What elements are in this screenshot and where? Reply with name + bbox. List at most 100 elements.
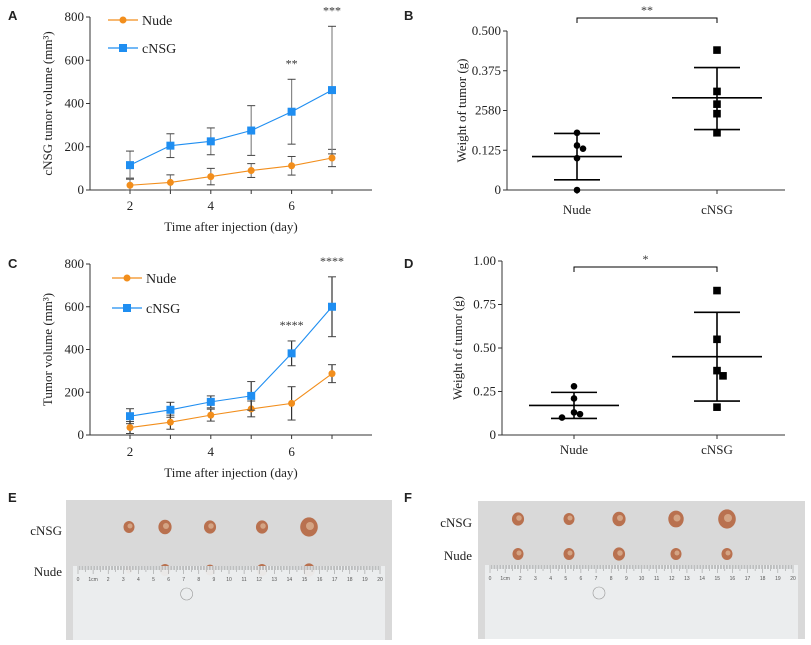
data-point-cnsg	[328, 302, 336, 311]
tumor-highlight	[516, 550, 522, 556]
panel-letter: B	[404, 8, 413, 23]
x-tick-label: 2	[127, 198, 134, 213]
row-label-cnsg: cNSG	[440, 515, 472, 530]
data-point-nude	[576, 410, 584, 418]
y-tick-label: 400	[65, 96, 85, 111]
ruler-number: 1cm	[500, 576, 509, 582]
ruler-number: 11	[241, 577, 246, 583]
data-point-nude	[207, 411, 215, 419]
y-tick-label: 0.50	[473, 340, 496, 355]
y-tick-label: 0	[490, 427, 497, 442]
ruler-number: 16	[317, 577, 323, 583]
x-tick-label: Nude	[560, 442, 588, 457]
tumor-highlight	[724, 514, 732, 522]
ruler-number: 9	[213, 577, 216, 583]
ruler-number: 0	[77, 577, 80, 583]
ruler-number: 8	[610, 576, 613, 582]
photo-E: cNSG Nude 0 1cm 2 3 4 5 6 7 8 9 10 11 12 13 14 15 16 17 18 19…	[30, 500, 392, 640]
ruler-number: 1cm	[88, 577, 97, 583]
ruler-number: 17	[332, 577, 338, 583]
ruler-number: 15	[714, 576, 720, 582]
ruler-number: 12	[669, 576, 675, 582]
ruler-number: 16	[730, 576, 736, 582]
ruler-number: 19	[775, 576, 781, 582]
tumor-highlight	[260, 523, 266, 529]
y-axis-label: cNSG tumor volume (mm³)	[40, 31, 55, 175]
ruler-number: 20	[377, 577, 383, 583]
ruler-logo	[592, 586, 606, 600]
legend-label: Nude	[146, 272, 176, 287]
y-tick-label: 2580	[475, 103, 501, 118]
ruler-number: 6	[580, 576, 583, 582]
ruler-number: 12	[256, 577, 262, 583]
ruler-number: 10	[639, 576, 645, 582]
y-tick-label: 0	[78, 427, 85, 442]
data-point-cnsg	[713, 100, 721, 108]
data-point-nude	[166, 178, 174, 186]
data-point-nude	[570, 395, 578, 402]
ruler-number: 8	[197, 577, 200, 583]
data-point-nude	[126, 181, 134, 189]
row-label-nude: Nude	[444, 548, 472, 563]
photo-F: cNSG Nude 0 1cm 2 3 4 5 6 7 8 9 10 11 12 13 14 15 16 17 18 19…	[440, 501, 805, 639]
y-tick-label: 200	[65, 139, 85, 154]
ruler-logo	[180, 587, 193, 601]
ruler-number: 17	[745, 576, 751, 582]
significance-label: ****	[320, 254, 344, 268]
series-line-nude	[129, 157, 333, 186]
ruler	[485, 565, 798, 639]
legend-label: cNSG	[142, 42, 176, 57]
y-tick-label: 0.25	[473, 384, 496, 399]
data-point-cnsg	[713, 286, 721, 295]
y-tick-label: 0.375	[472, 63, 501, 78]
x-tick-label: 4	[208, 198, 215, 213]
data-point-cnsg	[247, 126, 256, 135]
data-point-nude	[558, 414, 566, 421]
x-tick-label: Nude	[563, 202, 591, 217]
chart-D: 0 0.25 0.50 0.75 1.00 Weight of tumor (g) Nude…	[450, 252, 785, 457]
y-tick-label: 0.500	[472, 23, 501, 38]
legend-marker	[123, 274, 131, 282]
x-tick-label: 2	[127, 444, 134, 459]
data-point-nude	[570, 409, 578, 416]
legend-label: Nude	[142, 14, 172, 29]
tumor-highlight	[127, 523, 133, 529]
panel-letter: C	[8, 256, 18, 271]
data-point-nude	[166, 418, 174, 426]
ruler-number: 18	[347, 577, 353, 583]
data-point-cnsg	[713, 128, 721, 137]
chart-B: 0 0.125 2580 0.375 0.500 Weight of tumor (g) N…	[454, 3, 785, 217]
legend-marker	[119, 16, 127, 24]
data-point-cnsg	[713, 46, 721, 54]
data-point-cnsg	[287, 107, 296, 116]
significance-label: *	[643, 252, 649, 266]
ruler-number: 3	[534, 576, 537, 582]
row-label-cnsg: cNSG	[30, 523, 62, 538]
tumor-highlight	[163, 523, 169, 529]
row-label-nude: Nude	[34, 564, 62, 579]
ruler-number: 10	[226, 577, 232, 583]
x-axis-label: Time after injection (day)	[164, 465, 297, 480]
significance-label: ****	[280, 318, 304, 332]
y-tick-label: 400	[65, 342, 85, 357]
ruler-number: 3	[122, 577, 125, 583]
x-tick-label: 6	[288, 198, 295, 213]
y-tick-label: 0	[78, 182, 85, 197]
significance-bracket	[576, 17, 718, 23]
data-point-nude	[328, 154, 336, 162]
legend-marker	[119, 44, 127, 52]
tumor-highlight	[617, 550, 623, 556]
panel-letter: A	[8, 8, 18, 23]
tumor-highlight	[674, 550, 680, 556]
data-point-cnsg	[713, 366, 721, 375]
y-tick-label: 0.75	[473, 297, 496, 312]
ruler-number: 9	[625, 576, 628, 582]
y-tick-label: 600	[65, 52, 85, 67]
data-point-cnsg	[166, 405, 175, 414]
y-tick-label: 200	[65, 384, 85, 399]
y-tick-label: 800	[65, 256, 85, 271]
ruler-number: 11	[654, 576, 659, 582]
ruler-number: 5	[564, 576, 567, 582]
y-axis-label: Weight of tumor (g)	[450, 296, 465, 400]
data-point-cnsg	[206, 137, 215, 146]
